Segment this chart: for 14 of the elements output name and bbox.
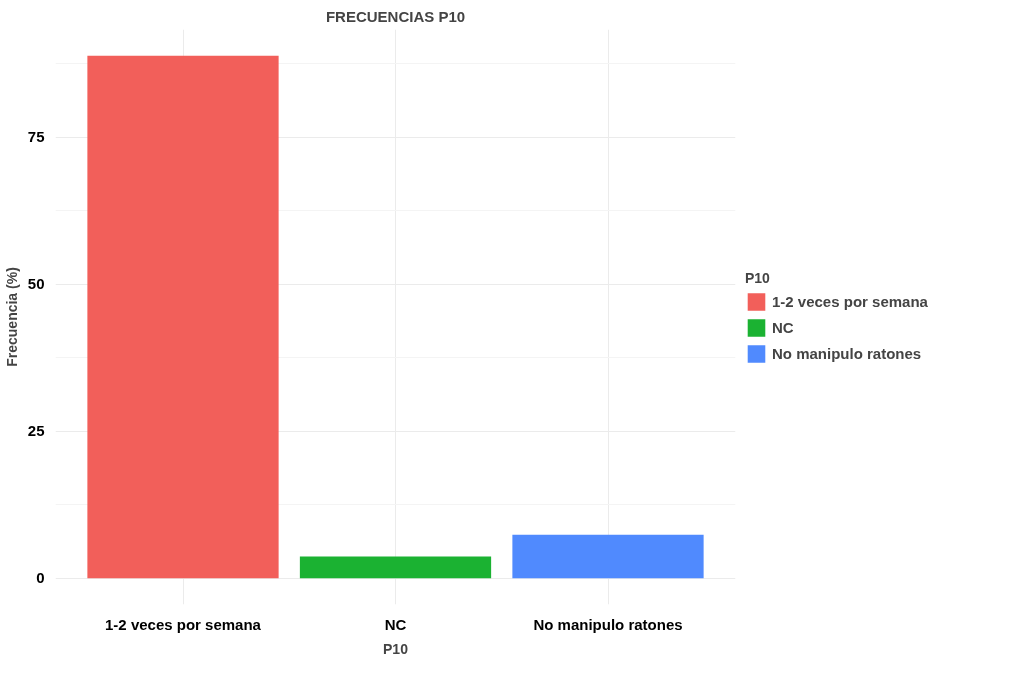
x-axis-title: P10 [383,640,409,657]
legend-label: NC [772,318,794,336]
legend-title: P10 [745,269,771,285]
x-tick-label: 1-2 veces por semana [105,615,262,633]
legend-label: 1-2 veces por semana [772,292,928,310]
y-tick-label: 25 [27,422,45,440]
y-tick-label: 0 [36,569,45,587]
x-tick-label: No manipulo ratones [533,615,683,633]
x-tick-label: NC [384,615,407,633]
chart-title: FRECUENCIAS P10 [325,7,466,25]
legend-label: No manipulo ratones [772,344,922,362]
y-tick-label: 75 [27,128,45,146]
y-axis-title: Frecuencia (%) [3,267,20,367]
y-tick-label: 50 [27,275,45,293]
